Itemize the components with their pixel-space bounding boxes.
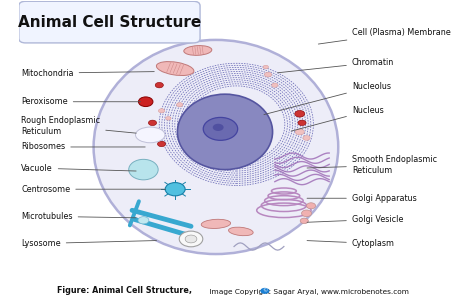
Circle shape <box>179 231 203 247</box>
Circle shape <box>158 109 165 113</box>
Text: Nucleolus: Nucleolus <box>264 82 391 115</box>
Circle shape <box>185 235 197 243</box>
Text: Vacuole: Vacuole <box>21 164 136 173</box>
Ellipse shape <box>156 62 194 75</box>
Ellipse shape <box>177 94 273 170</box>
Text: Cell (Plasma) Membrane: Cell (Plasma) Membrane <box>319 28 451 44</box>
Circle shape <box>298 120 306 125</box>
Circle shape <box>165 183 185 196</box>
Ellipse shape <box>93 40 338 254</box>
Text: Image Copyright: Image Copyright <box>207 289 273 295</box>
Circle shape <box>307 203 316 209</box>
Text: Microtubules: Microtubules <box>21 212 136 221</box>
Ellipse shape <box>184 45 212 55</box>
Circle shape <box>148 120 156 125</box>
Circle shape <box>213 124 224 131</box>
Circle shape <box>300 218 309 224</box>
Circle shape <box>295 129 304 135</box>
Ellipse shape <box>201 219 231 228</box>
Text: Cytoplasm: Cytoplasm <box>307 239 395 248</box>
Text: Mitochondria: Mitochondria <box>21 68 154 78</box>
Ellipse shape <box>136 127 165 143</box>
Text: Chromatin: Chromatin <box>278 58 394 73</box>
FancyBboxPatch shape <box>19 1 200 43</box>
Text: Golgi Apparatus: Golgi Apparatus <box>307 194 417 203</box>
Circle shape <box>165 117 171 120</box>
Text: Rough Endoplasmic
Reticulum: Rough Endoplasmic Reticulum <box>21 116 136 135</box>
Circle shape <box>272 83 278 87</box>
Circle shape <box>260 288 269 294</box>
Circle shape <box>264 72 272 77</box>
Circle shape <box>155 82 164 88</box>
Text: Animal Cell Structure: Animal Cell Structure <box>18 15 201 30</box>
Text: Figure: Animal Cell Structure,: Figure: Animal Cell Structure, <box>57 286 192 295</box>
Text: Golgi Vesicle: Golgi Vesicle <box>307 215 403 224</box>
Text: Lysosome: Lysosome <box>21 239 156 248</box>
Circle shape <box>303 135 310 140</box>
Text: Centrosome: Centrosome <box>21 185 165 194</box>
Circle shape <box>295 111 305 117</box>
Text: ©: © <box>262 288 268 293</box>
Circle shape <box>138 217 149 224</box>
Ellipse shape <box>228 227 253 236</box>
Text: Sagar Aryal, www.microbenotes.com: Sagar Aryal, www.microbenotes.com <box>271 289 409 295</box>
Circle shape <box>150 128 155 132</box>
Circle shape <box>263 65 268 69</box>
Text: Smooth Endoplasmic
Reticulum: Smooth Endoplasmic Reticulum <box>307 155 437 175</box>
Ellipse shape <box>129 159 158 180</box>
Text: Nucleus: Nucleus <box>291 106 383 131</box>
Circle shape <box>145 135 152 140</box>
Text: Ribosomes: Ribosomes <box>21 142 145 152</box>
Circle shape <box>301 210 311 217</box>
Circle shape <box>176 103 183 107</box>
Text: Peroxisome: Peroxisome <box>21 97 141 106</box>
Circle shape <box>203 118 237 140</box>
Circle shape <box>138 97 153 107</box>
Circle shape <box>157 141 165 147</box>
